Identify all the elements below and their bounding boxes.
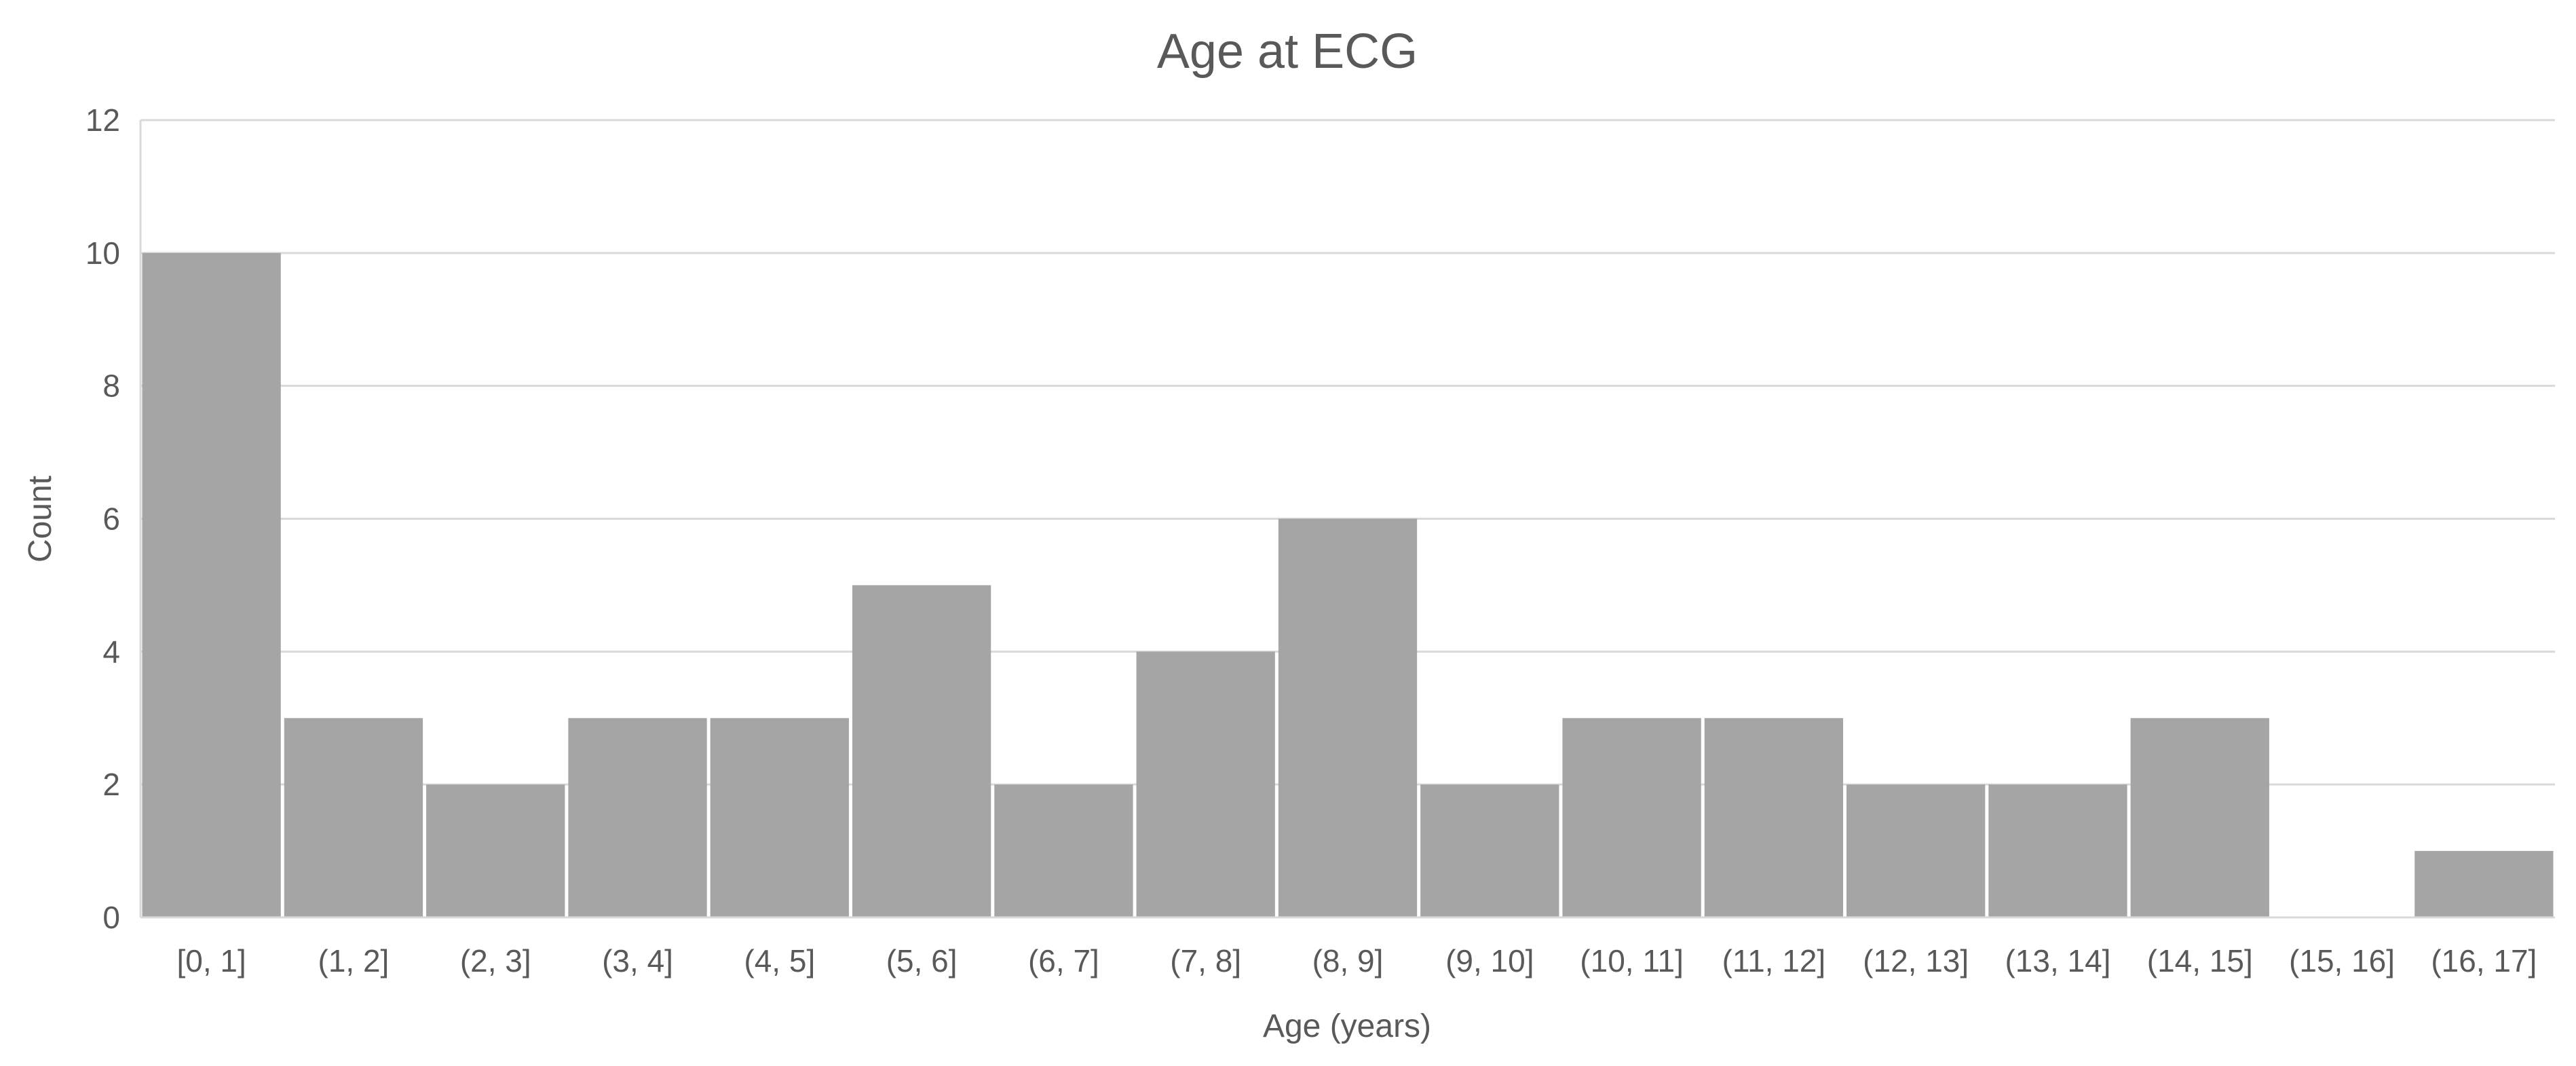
y-tick-label: 8 <box>102 368 120 404</box>
bar <box>2130 718 2269 917</box>
x-tick-label: (2, 3] <box>460 943 531 978</box>
x-tick-label: (11, 12] <box>1722 943 1826 978</box>
bar <box>142 252 281 917</box>
x-tick-label: (5, 6] <box>886 943 958 978</box>
x-tick-label: (4, 5] <box>744 943 815 978</box>
bar <box>1704 718 1844 917</box>
bar <box>1988 784 2127 917</box>
x-tick-label: (6, 7] <box>1028 943 1099 978</box>
x-tick-label: (3, 4] <box>602 943 673 978</box>
bar <box>568 718 707 917</box>
y-tick-label: 0 <box>102 900 120 935</box>
x-tick-label: [0, 1] <box>176 943 246 978</box>
bar <box>426 784 565 917</box>
x-tick-label: (10, 11] <box>1580 943 1684 978</box>
bar <box>852 585 991 917</box>
x-tick-label: (8, 9] <box>1312 943 1384 978</box>
bar <box>1420 784 1559 917</box>
x-tick-label: (16, 17] <box>2431 943 2537 978</box>
x-tick-label: (15, 16] <box>2289 943 2395 978</box>
x-tick-label: (12, 13] <box>1863 943 1969 978</box>
bar <box>1278 518 1418 917</box>
axes: 0 2 4 6 8 10 12 [0, 1] (1, 2] (2, 3] (3, 4] (4, 5] (… <box>86 102 2555 978</box>
bars <box>142 252 2554 917</box>
bar <box>1846 784 1986 917</box>
bar <box>284 718 423 917</box>
y-tick-label: 4 <box>102 634 120 669</box>
y-tick-label: 10 <box>86 235 120 271</box>
bar <box>710 718 849 917</box>
x-axis-title: Age (years) <box>1263 1008 1431 1044</box>
bar <box>1136 651 1275 917</box>
x-tick-label: (14, 15] <box>2147 943 2253 978</box>
y-tick-label: 6 <box>102 501 120 537</box>
bar <box>1562 718 1701 917</box>
chart-title: Age at ECG <box>1157 24 1418 79</box>
y-tick-label: 2 <box>102 767 120 802</box>
bar <box>2414 851 2554 917</box>
y-tick-label: 12 <box>86 102 120 138</box>
x-tick-label: (1, 2] <box>318 943 390 978</box>
x-tick-label: (9, 10] <box>1445 943 1534 978</box>
x-tick-label: (7, 8] <box>1170 943 1241 978</box>
y-axis-title: Count <box>22 476 58 563</box>
bar <box>994 784 1133 917</box>
x-tick-label: (13, 14] <box>2005 943 2110 978</box>
